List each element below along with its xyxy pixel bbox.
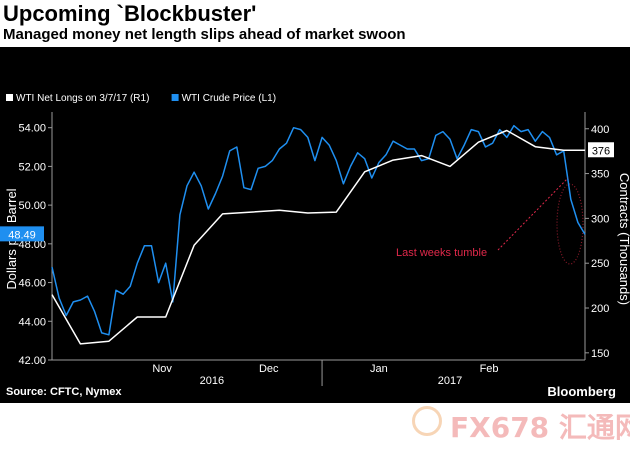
y-right-tick-label: 300 <box>591 213 609 225</box>
tumble-highlight <box>556 183 584 265</box>
year-label: 2016 <box>200 375 224 387</box>
legend-label: WTI Net Longs on 3/7/17 (R1) <box>16 93 149 104</box>
year-label: 2017 <box>438 375 462 387</box>
value-badge-bg-right <box>588 142 614 158</box>
chart-subtitle: Managed money net length slips ahead of … <box>3 26 406 43</box>
watermark-text: FX678 汇通网 <box>450 411 630 444</box>
value-badge-right: 376 <box>592 145 610 157</box>
legend-label: WTI Crude Price (L1) <box>182 93 276 104</box>
watermark-icon <box>412 406 442 436</box>
y-left-tick-label: 50.00 <box>18 200 46 212</box>
y-right-tick-label: 350 <box>591 169 609 181</box>
y-right-title: Contracts (Thousands) <box>617 173 630 305</box>
source-note: Source: CFTC, Nymex <box>6 386 122 398</box>
x-tick-label: Nov <box>152 363 172 375</box>
y-right-tick-label: 200 <box>591 303 609 315</box>
chart-panel <box>0 47 630 403</box>
annotation-text: Last weeks tumble <box>396 247 487 259</box>
y-left-tick-label: 42.00 <box>18 355 46 367</box>
y-right-tick-label: 150 <box>591 348 609 360</box>
title-block: Upcoming `Blockbuster' Managed money net… <box>3 0 627 47</box>
bloomberg-logo: Bloomberg <box>547 384 616 399</box>
x-tick-label: Jan <box>370 363 388 375</box>
legend-swatch <box>171 94 179 101</box>
x-tick-label: Dec <box>259 363 279 375</box>
y-left-tick-label: 48.00 <box>18 239 46 251</box>
y-left-tick-label: 52.00 <box>18 161 46 173</box>
y-left-tick-label: 54.00 <box>18 123 46 135</box>
x-tick-label: Feb <box>480 363 499 375</box>
y-left-tick-label: 44.00 <box>18 316 46 328</box>
y-right-tick-label: 400 <box>591 124 609 136</box>
annotation-leader <box>497 177 569 251</box>
series-line-crude-price <box>51 124 586 336</box>
series-line-net-longs <box>51 129 585 345</box>
value-badge-bg-left <box>0 226 44 242</box>
y-right-tick-label: 250 <box>591 258 609 270</box>
y-left-tick-label: 46.00 <box>18 278 46 290</box>
legend-swatch <box>6 94 13 101</box>
value-badge-left: 48.49 <box>8 229 36 241</box>
watermark: FX678 汇通网 <box>410 404 630 444</box>
chart-title: Upcoming `Blockbuster' <box>3 1 257 26</box>
